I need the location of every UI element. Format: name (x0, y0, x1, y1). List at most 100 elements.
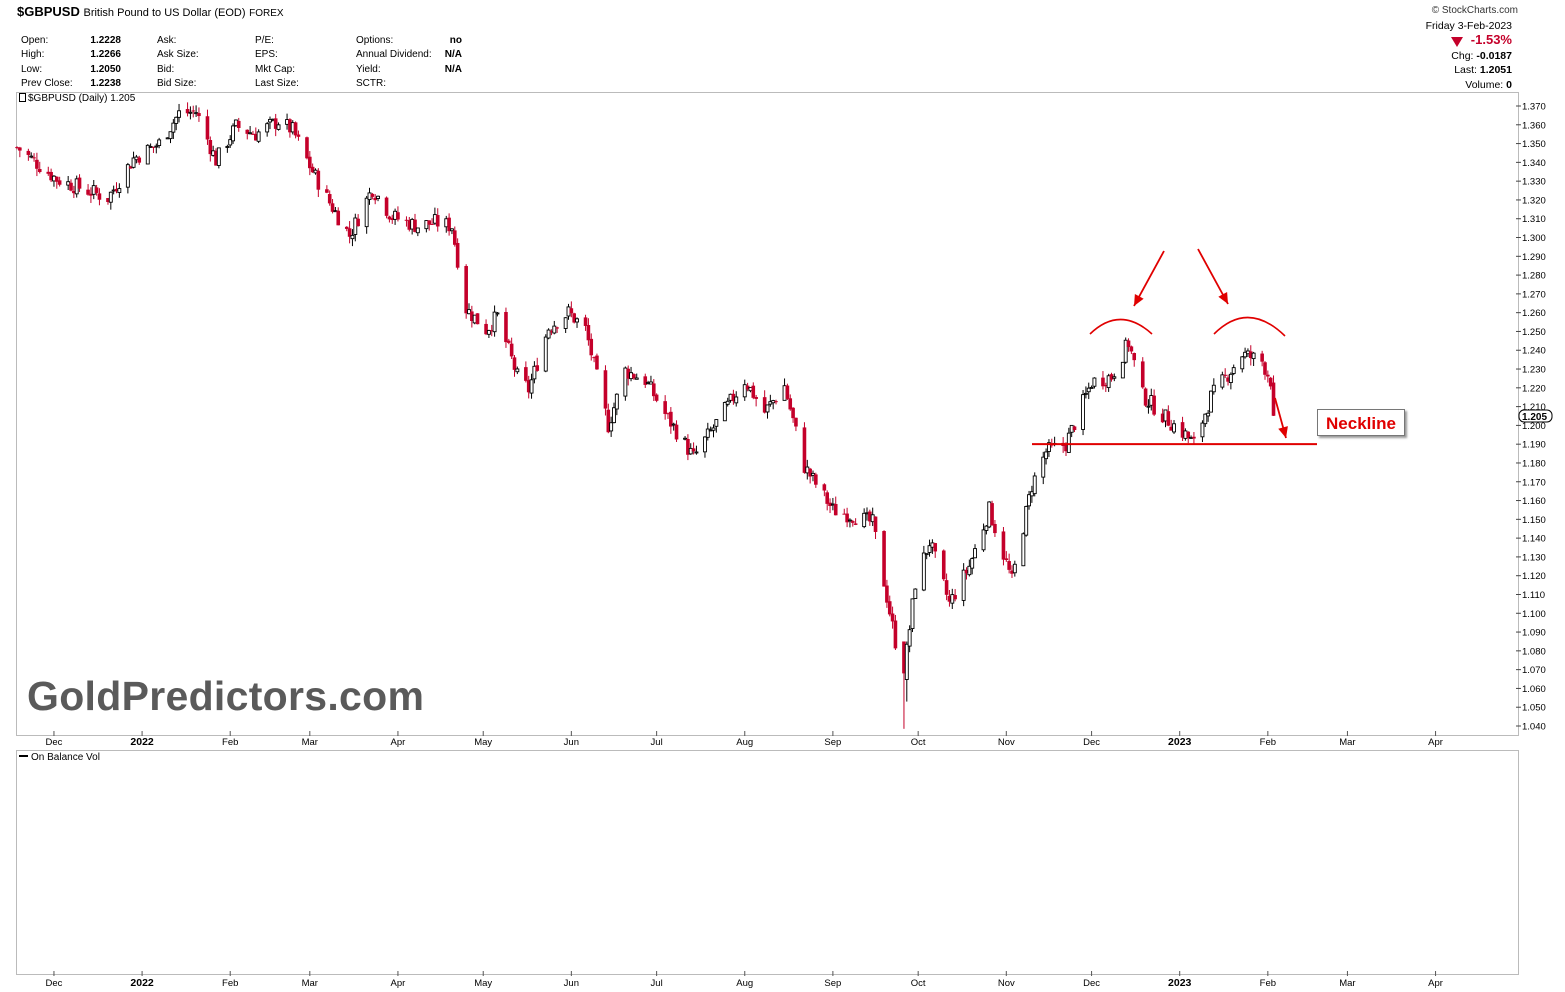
quote-row: Ask Size: (157, 48, 237, 62)
candle-body (336, 210, 341, 226)
y-tick-label: 1.200 (1522, 421, 1546, 432)
summary-volume: Volume: 0 (1426, 78, 1512, 92)
candle-body (893, 620, 898, 649)
x-tick-label: Aug (736, 737, 753, 748)
candle-body (157, 139, 162, 146)
y-tick-label: 1.260 (1522, 308, 1546, 319)
candle-body (245, 129, 250, 134)
exchange: FOREX (249, 8, 284, 19)
quote-value: no (449, 35, 462, 46)
candle-body (669, 411, 673, 427)
candle-body (1260, 353, 1264, 362)
candle-body (449, 228, 454, 232)
stockcharts-credit[interactable]: © StockCharts.com (1431, 5, 1518, 16)
candle-body (327, 194, 332, 204)
candle-body (325, 189, 329, 193)
candle-body (1240, 356, 1245, 370)
candle-body (94, 187, 99, 193)
candle-body (569, 308, 574, 314)
candle-body (1129, 346, 1134, 352)
y-tick-label: 1.060 (1522, 684, 1546, 695)
summary-last: Last: 1.2051 (1426, 63, 1512, 77)
candle-body (108, 191, 113, 203)
candle-body (734, 396, 739, 404)
quote-row: Bid: (157, 63, 237, 77)
symbol-name: British Pound to US Dollar (EOD) (83, 7, 246, 19)
candle-body (583, 317, 588, 326)
candle-body (1101, 377, 1105, 387)
candle-body (396, 212, 400, 220)
candle-body (125, 164, 130, 188)
x-tick-label: Dec (46, 978, 63, 989)
candle-body (1066, 432, 1071, 453)
quote-row: SCTR: (356, 77, 462, 91)
candle-body (663, 401, 667, 414)
quote-label: Low: (21, 63, 43, 75)
candle-body (981, 529, 986, 551)
y-tick-label: 1.360 (1522, 120, 1546, 131)
candle-body (509, 343, 514, 357)
candle-body (671, 423, 676, 426)
candle-body (555, 327, 559, 329)
candle-body (447, 217, 451, 232)
quote-label: SCTR: (356, 78, 386, 90)
candle-body (947, 595, 952, 602)
candle-body (526, 380, 531, 393)
candle-body (145, 144, 150, 165)
candle-body (174, 116, 179, 124)
candle-body (308, 156, 312, 169)
candle-body (492, 311, 497, 333)
candle-body (887, 601, 892, 615)
candle-body (1001, 531, 1006, 560)
quote-label: Yield: (356, 63, 381, 75)
candle-body (1086, 387, 1091, 393)
quote-row: Options: no (356, 34, 462, 48)
x-tick-label: Jul (651, 737, 663, 748)
y-tick-label: 1.050 (1522, 703, 1546, 714)
candle-body (216, 147, 221, 166)
candle-body (1132, 353, 1137, 361)
candle-body (1140, 361, 1145, 388)
candle-body (37, 168, 42, 172)
candle-body (794, 417, 798, 427)
quote-row: Low: 1.2050 (21, 63, 121, 77)
candle-body (1021, 533, 1026, 567)
candle-body (353, 217, 358, 235)
candle-body (32, 157, 36, 159)
candle-body (913, 588, 918, 599)
candle-body (1024, 506, 1029, 536)
quote-label: Prev Close: (21, 78, 73, 90)
candle-body (344, 226, 349, 229)
candle-body (1251, 352, 1256, 360)
neckline-label: Neckline (1317, 409, 1405, 436)
candle-body (486, 330, 491, 335)
candle-body (1200, 422, 1205, 438)
x-tick-label: Sep (824, 737, 841, 748)
candle-icon (19, 93, 26, 102)
candle-body (850, 521, 855, 523)
candle-body (907, 629, 912, 647)
candle-body (1268, 377, 1273, 387)
y-tick-label: 1.110 (1522, 590, 1545, 601)
candle-body (941, 550, 946, 580)
candle-body (475, 313, 480, 325)
quote-label: High: (21, 49, 45, 61)
candle-body (814, 474, 818, 485)
candle-body (1112, 376, 1117, 379)
candle-body (1266, 374, 1270, 377)
price-legend: $GBPUSD (Daily) 1.205 (19, 93, 135, 104)
candle-body (29, 155, 34, 158)
obv-legend: On Balance Vol (19, 752, 100, 763)
candle-body (208, 140, 213, 155)
candle-body (921, 552, 926, 591)
x-tick-label: Jul (651, 978, 663, 989)
x-tick-label: Dec (46, 737, 63, 748)
candle-body (114, 188, 119, 192)
candle-body (1083, 392, 1088, 395)
candle-body (751, 385, 756, 398)
candle-body (1007, 561, 1011, 570)
candle-body (802, 427, 807, 473)
y-tick-label: 1.330 (1522, 177, 1546, 188)
candle-body (774, 401, 778, 403)
